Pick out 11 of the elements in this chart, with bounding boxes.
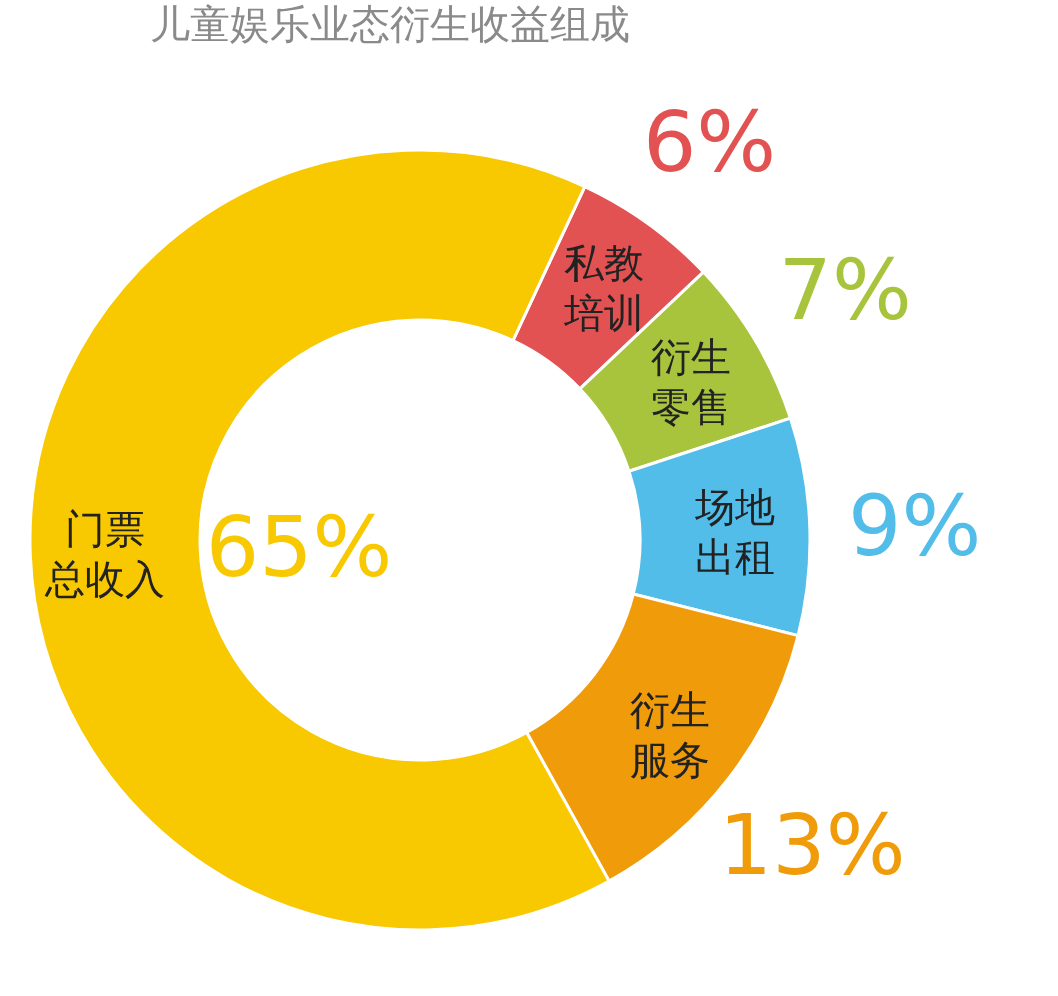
chart-title: 儿童娱乐业态衍生收益组成 <box>150 1 630 47</box>
data-label: 13% <box>718 796 906 895</box>
slice-label: 门票总收入 <box>44 505 166 602</box>
data-label: 7% <box>778 240 912 339</box>
data-label: 9% <box>848 476 982 575</box>
slice-label: 场地出租 <box>693 484 775 581</box>
slice-label: 衍生零售 <box>650 333 731 430</box>
data-label: 6% <box>642 92 777 191</box>
slice-label: 衍生服务 <box>629 687 710 784</box>
slice-label: 私教培训 <box>563 239 645 336</box>
data-label: 65% <box>205 498 393 597</box>
